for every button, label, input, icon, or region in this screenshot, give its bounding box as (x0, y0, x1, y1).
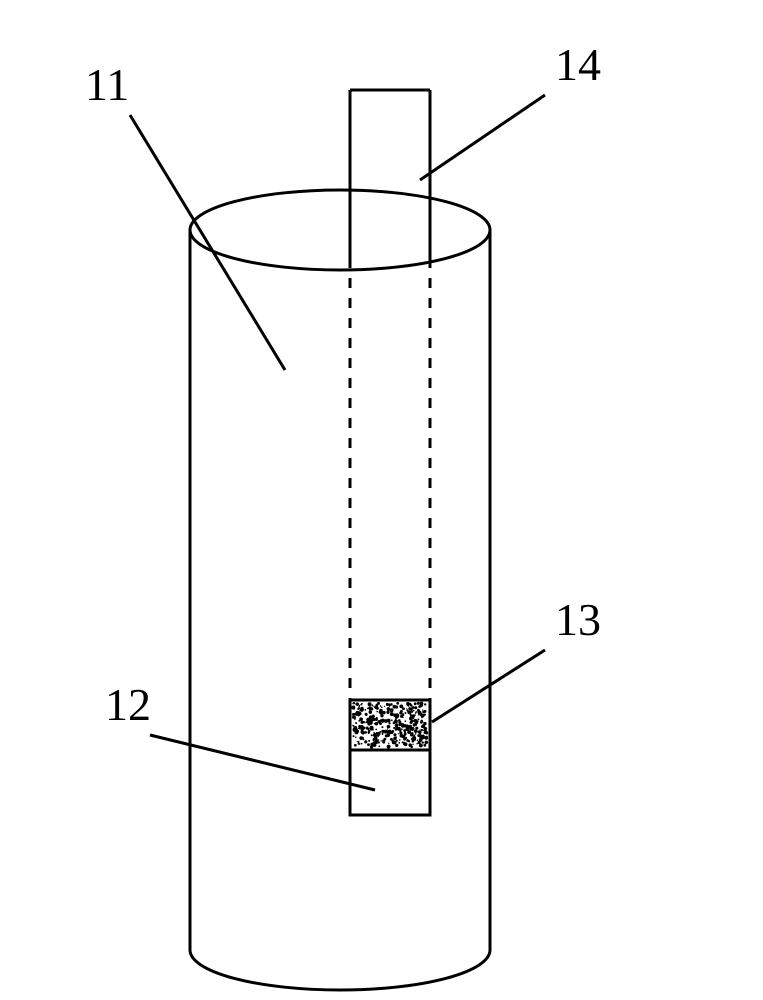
label-12: 12 (105, 679, 151, 730)
leader-11 (130, 115, 285, 370)
leader-12 (150, 735, 375, 790)
technical-diagram: 11 14 13 12 (0, 0, 763, 1000)
leader-14 (420, 95, 545, 180)
label-14: 14 (555, 39, 601, 90)
label-13: 13 (555, 594, 601, 645)
speckle-fill (351, 702, 428, 749)
label-11: 11 (85, 59, 129, 110)
